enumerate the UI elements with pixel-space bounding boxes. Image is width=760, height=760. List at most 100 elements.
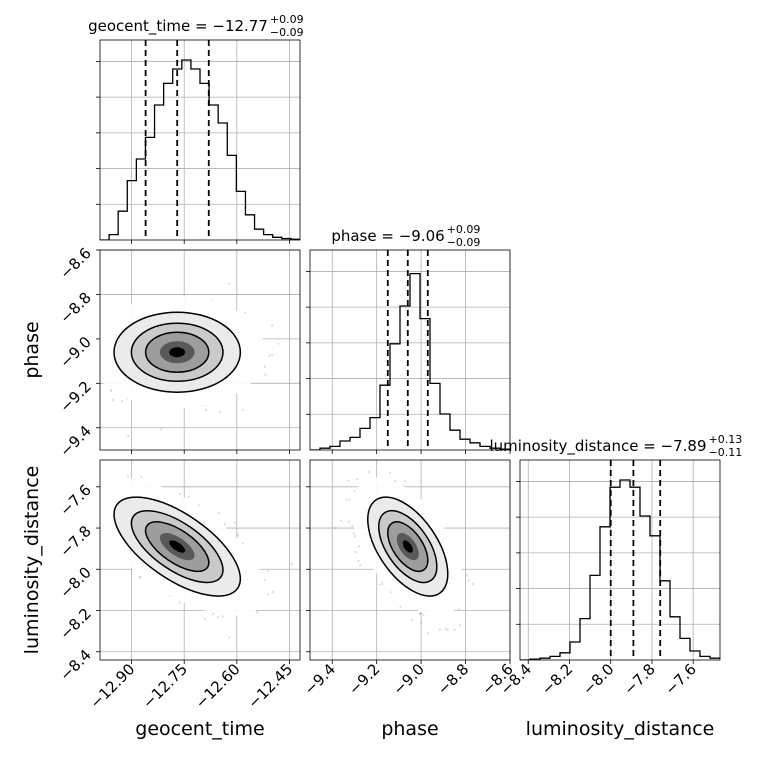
x-axis-label-phase: phase xyxy=(381,718,438,740)
axes-frame xyxy=(99,459,301,661)
sample-point xyxy=(236,534,239,537)
sample-point xyxy=(264,373,267,377)
sample-point xyxy=(96,512,98,514)
sample-point xyxy=(380,582,384,586)
panel-title: phase = −9.06 +0.09−0.09 xyxy=(331,223,480,249)
sample-point xyxy=(92,354,94,356)
sample-point xyxy=(410,619,413,622)
sample-point xyxy=(266,569,269,572)
sample-point xyxy=(453,628,456,631)
sample-point xyxy=(334,526,337,530)
sample-point xyxy=(345,498,348,501)
title-minus-error: −0.09 xyxy=(270,26,304,39)
sample-point xyxy=(178,492,182,496)
density-layer xyxy=(81,466,293,639)
title-minus-error: −0.09 xyxy=(447,236,481,249)
sample-point xyxy=(427,632,430,635)
x-tick-label: −8.2 xyxy=(538,660,576,698)
sample-point xyxy=(244,311,247,314)
sample-point xyxy=(270,353,274,357)
title-plus-error: +0.13 xyxy=(709,433,743,446)
sample-point xyxy=(217,511,221,515)
sample-point xyxy=(399,605,402,608)
sample-point xyxy=(472,582,475,585)
title-plus-error: +0.09 xyxy=(270,13,304,26)
sample-point xyxy=(347,479,350,482)
sample-point xyxy=(356,477,359,481)
sample-point xyxy=(352,532,356,535)
sample-point xyxy=(290,562,293,565)
sample-point xyxy=(222,615,225,618)
sample-point xyxy=(467,579,470,582)
sample-point xyxy=(263,579,266,582)
y-tick-label: −8.2 xyxy=(56,605,94,643)
sample-point xyxy=(93,355,95,357)
sample-point xyxy=(138,575,141,578)
title-text: luminosity_distance = −7.89 xyxy=(489,437,706,456)
sample-point xyxy=(241,408,244,411)
panel-title: luminosity_distance = −7.89 +0.13−0.11 xyxy=(489,433,742,459)
sample-point xyxy=(121,399,124,403)
x-tick-label: −8.0 xyxy=(579,660,617,698)
sample-point xyxy=(354,550,357,554)
sample-point xyxy=(263,365,266,368)
sample-point xyxy=(89,486,91,488)
sample-point xyxy=(457,608,461,611)
y-tick-label: −8.4 xyxy=(56,646,94,684)
title-plus-error: +0.09 xyxy=(447,223,481,236)
y-tick-label: −7.8 xyxy=(56,522,94,560)
sample-point xyxy=(358,545,361,548)
sample-point xyxy=(256,611,259,614)
sample-point xyxy=(339,519,343,522)
sample-point xyxy=(347,520,350,523)
sample-point xyxy=(277,342,280,345)
axes-frame xyxy=(99,39,301,241)
sample-point xyxy=(49,342,51,344)
density-peak xyxy=(402,540,413,553)
sample-point xyxy=(187,495,191,498)
scatter-panel-geocent_time-vs-phase: −9.4−9.2−9.0−8.8−8.6 xyxy=(49,244,301,460)
histogram-step xyxy=(100,59,300,240)
sample-point xyxy=(197,504,201,507)
sample-point xyxy=(205,408,208,411)
sample-point xyxy=(95,328,97,330)
y-tick-label: −9.2 xyxy=(56,377,94,415)
hist-panel-luminosity_distance: −8.4 −8.2 −8.0 −7.8 −7.6luminosity_distance … xyxy=(489,433,742,699)
title-minus-error: −0.11 xyxy=(709,446,743,459)
sample-point xyxy=(438,628,441,631)
sample-point xyxy=(223,522,226,526)
sample-point xyxy=(353,534,356,538)
x-tick-label: −7.6 xyxy=(662,660,700,698)
y-axis-label-luminosity_distance: luminosity_distance xyxy=(21,466,43,655)
sample-point xyxy=(420,621,423,624)
title-text: phase = −9.06 xyxy=(331,227,444,245)
sample-point xyxy=(446,628,449,631)
sample-point xyxy=(97,525,99,527)
sample-point xyxy=(378,583,381,586)
sample-point xyxy=(367,471,370,474)
scatter-panel-phase-vs-luminosity_distance: −9.4 −9.2 −9.0 −8.8 −8.6 xyxy=(301,459,517,699)
sample-point xyxy=(111,398,114,401)
sample-point xyxy=(271,324,274,327)
x-tick-label: −8.8 xyxy=(434,660,472,698)
sample-point xyxy=(219,411,222,414)
sample-point xyxy=(212,612,215,615)
y-tick-label: −8.0 xyxy=(56,563,94,601)
sample-point xyxy=(178,601,182,604)
hist-panel-phase: phase = −9.06 +0.09−0.09 xyxy=(306,223,511,454)
y-tick-label: −7.6 xyxy=(56,481,94,519)
sample-point xyxy=(139,576,142,579)
sample-point xyxy=(81,466,83,468)
x-axis-label-luminosity_distance: luminosity_distance xyxy=(526,718,715,740)
sample-point xyxy=(419,612,422,615)
y-tick-label: −8.8 xyxy=(56,289,94,327)
sample-point xyxy=(266,593,270,596)
panel-title: geocent_time = −12.77 +0.09−0.09 xyxy=(88,13,304,39)
hist-panel-geocent_time: geocent_time = −12.77 +0.09−0.09 xyxy=(88,13,304,244)
sample-point xyxy=(228,636,231,639)
sample-point xyxy=(422,613,425,616)
x-tick-label: −12.75 xyxy=(139,660,191,712)
sample-point xyxy=(465,574,468,577)
axes-frame xyxy=(309,459,511,661)
